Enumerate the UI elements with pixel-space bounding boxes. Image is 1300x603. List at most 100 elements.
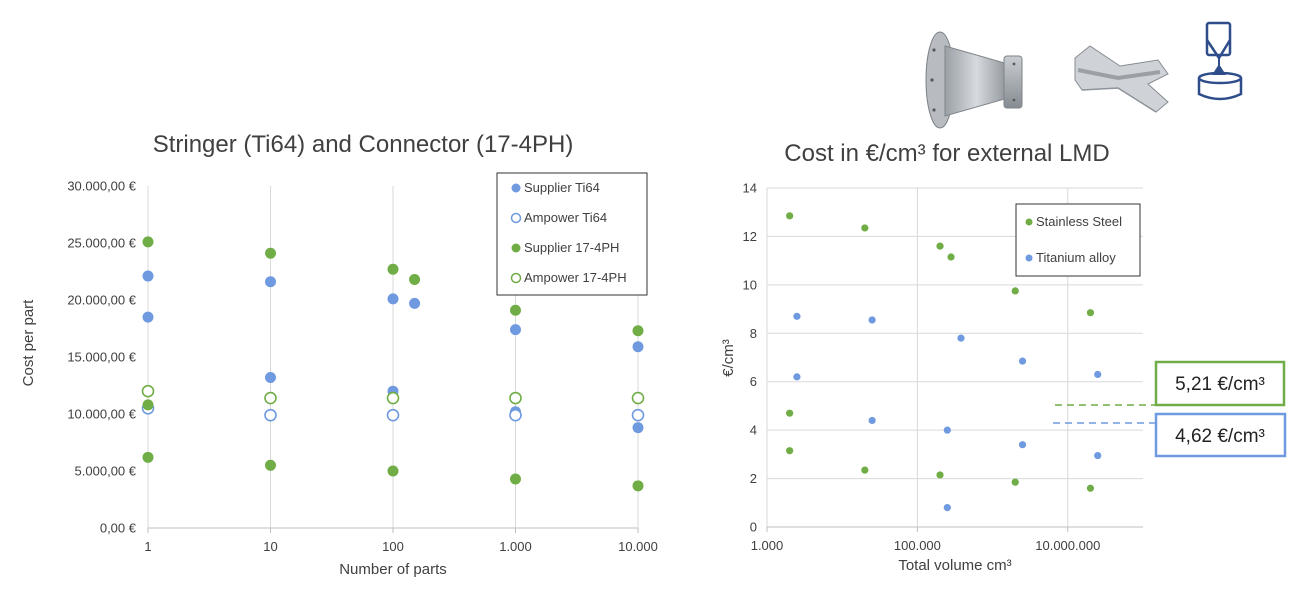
y-axis-title: €/cm³ <box>720 339 737 377</box>
data-point <box>142 270 154 282</box>
x-axis-title: Total volume cm³ <box>898 557 1011 574</box>
data-point <box>1094 451 1102 460</box>
data-point <box>142 451 154 463</box>
chart-title: Cost in €/cm³ for external LMD <box>784 140 1109 167</box>
x-tick-label: 100.000 <box>894 538 941 553</box>
data-point <box>409 297 421 309</box>
legend-marker <box>510 272 522 284</box>
data-point <box>387 263 399 275</box>
y-tick-label: 10.000,00 € <box>67 407 136 422</box>
gridlines <box>766 187 1143 532</box>
data-point <box>786 212 794 220</box>
series-titanium-alloy <box>793 312 1102 512</box>
x-tick-label: 10 <box>263 539 277 554</box>
series-ampower-ti64 <box>141 401 645 422</box>
data-points <box>786 212 1102 512</box>
data-point <box>387 465 399 477</box>
legend-box <box>1015 203 1141 277</box>
legend: Supplier Ti64 Ampower Ti64 Supplier 17-4… <box>496 172 648 296</box>
series-stainless-steel <box>786 212 1095 492</box>
y-tick-label: 20.000,00 € <box>67 293 136 308</box>
chart-title: Stringer (Ti64) and Connector (17-4PH) <box>153 131 574 158</box>
y-tick-label: 15.000,00 € <box>67 350 136 365</box>
y-tick-label: 14 <box>743 181 757 196</box>
data-point <box>264 408 277 422</box>
callout-box <box>1154 412 1287 458</box>
y-tick-label: 2 <box>750 471 757 486</box>
data-point <box>386 408 400 422</box>
data-point <box>265 247 276 259</box>
y-tick-label: 0 <box>750 520 757 535</box>
legend-label: Titanium alloy <box>1036 250 1116 265</box>
x-tick-labels: 1 10 100 1.000 10.000 <box>144 539 658 554</box>
y-tick-label: 25.000,00 € <box>67 236 136 251</box>
legend-marker <box>511 243 521 253</box>
data-point <box>265 459 276 471</box>
legend-marker <box>1025 254 1033 262</box>
data-point <box>510 304 521 316</box>
data-point <box>386 391 400 405</box>
data-point <box>868 416 876 425</box>
y-tick-label: 0,00 € <box>100 521 137 536</box>
curved-profile-part-icon <box>1074 45 1169 113</box>
y-tick-labels: 0,00 € 5.000,00 € 10.000,00 € 15.000,00 € 20… <box>67 179 136 536</box>
callout-label: 5,21 €/cm³ <box>1175 374 1265 395</box>
legend-label: Ampower 17-4PH <box>524 270 627 285</box>
data-point <box>1018 357 1027 365</box>
data-point <box>632 480 644 492</box>
data-point <box>509 391 522 405</box>
y-tick-label: 6 <box>750 374 757 389</box>
data-point <box>142 236 154 248</box>
legend-marker <box>510 212 522 224</box>
data-points <box>141 236 645 492</box>
legend-label: Supplier Ti64 <box>524 180 600 195</box>
callout-label: 4,62 €/cm³ <box>1175 426 1265 447</box>
x-tick-label: 10.000.000 <box>1035 538 1100 553</box>
y-tick-label: 8 <box>750 326 757 341</box>
data-point <box>510 324 521 336</box>
data-point <box>943 504 951 512</box>
data-point <box>786 447 794 455</box>
data-point <box>793 312 801 320</box>
legend-box <box>496 172 648 296</box>
y-axis-title: Cost per part <box>20 299 37 387</box>
y-tick-label: 10 <box>743 277 757 292</box>
data-point <box>1011 287 1019 295</box>
data-point <box>142 311 154 323</box>
x-tick-label: 1.000 <box>499 539 532 554</box>
data-point <box>631 391 645 405</box>
data-point <box>510 473 521 485</box>
data-point <box>861 466 869 474</box>
data-point <box>264 391 277 405</box>
series-supplier-17-4ph <box>142 236 644 492</box>
series-supplier-ti64 <box>142 270 644 434</box>
data-point <box>631 408 645 422</box>
data-point <box>632 325 644 337</box>
y-tick-label: 4 <box>750 423 757 438</box>
data-point <box>1086 484 1095 492</box>
data-point <box>793 373 801 381</box>
data-point <box>947 253 955 261</box>
data-point <box>265 276 276 288</box>
x-tick-label: 100 <box>382 539 404 554</box>
legend-marker <box>511 183 521 193</box>
legend-label: Stainless Steel <box>1036 214 1122 229</box>
x-tick-label: 1.000 <box>751 538 784 553</box>
legend: Stainless Steel Titanium alloy <box>1015 203 1141 277</box>
chart-stringer-connector: Stringer (Ti64) and Connector (17-4PH) 0… <box>20 131 658 578</box>
data-point <box>786 409 794 417</box>
x-tick-labels: 1.000 100.000 10.000.000 <box>751 538 1101 553</box>
chart-lmd-cost: Cost in €/cm³ for external LMD 0 2 4 6 8 10 12… <box>720 140 1143 574</box>
data-point <box>265 372 276 384</box>
data-point <box>1086 309 1095 317</box>
data-point <box>868 316 876 324</box>
callout-stainless: 5,21 €/cm³ <box>1154 360 1286 407</box>
data-point <box>387 293 399 305</box>
lmd-nozzle-icon <box>1197 21 1243 101</box>
callout-titanium: 4,62 €/cm³ <box>1154 412 1287 458</box>
y-tick-label: 5.000,00 € <box>75 464 137 479</box>
data-point <box>1018 441 1027 449</box>
y-tick-label: 12 <box>743 229 757 244</box>
data-point <box>409 273 421 285</box>
